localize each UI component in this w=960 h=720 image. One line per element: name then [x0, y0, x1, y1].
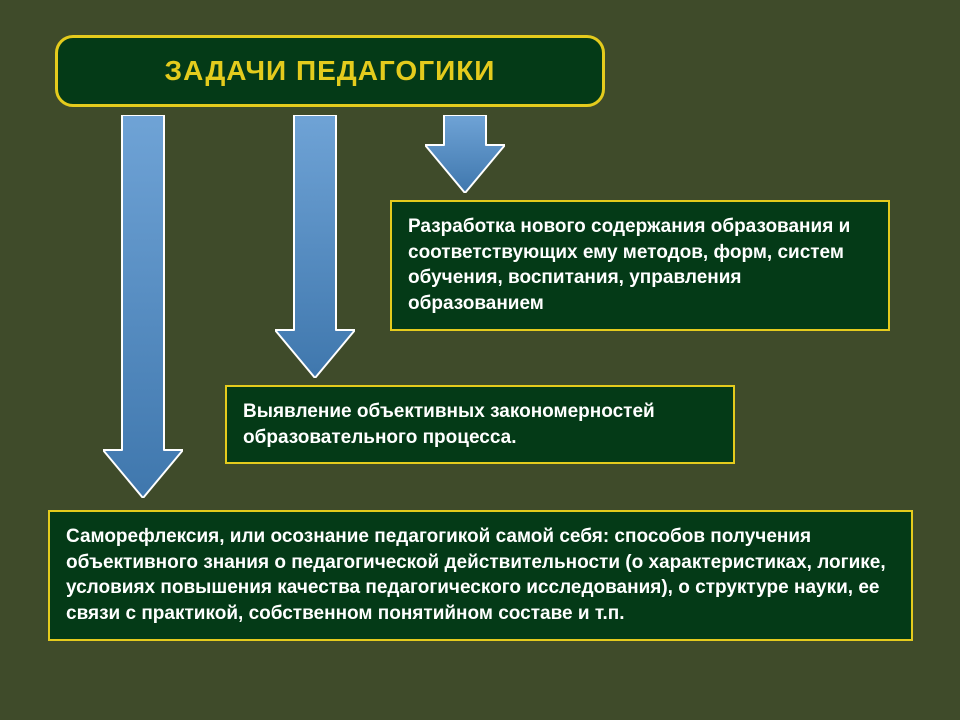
task-box-1: Разработка нового содержания образования… — [390, 200, 890, 331]
down-arrow-3 — [425, 115, 505, 193]
down-arrow-1 — [103, 115, 183, 498]
title-box: ЗАДАЧИ ПЕДАГОГИКИ — [55, 35, 605, 107]
down-arrow-2 — [275, 115, 355, 378]
task-box-2: Выявление объективных закономерностей об… — [225, 385, 735, 464]
task-box-3: Саморефлексия, или осознание педагогикой… — [48, 510, 913, 641]
slide-title: ЗАДАЧИ ПЕДАГОГИКИ — [165, 55, 496, 87]
